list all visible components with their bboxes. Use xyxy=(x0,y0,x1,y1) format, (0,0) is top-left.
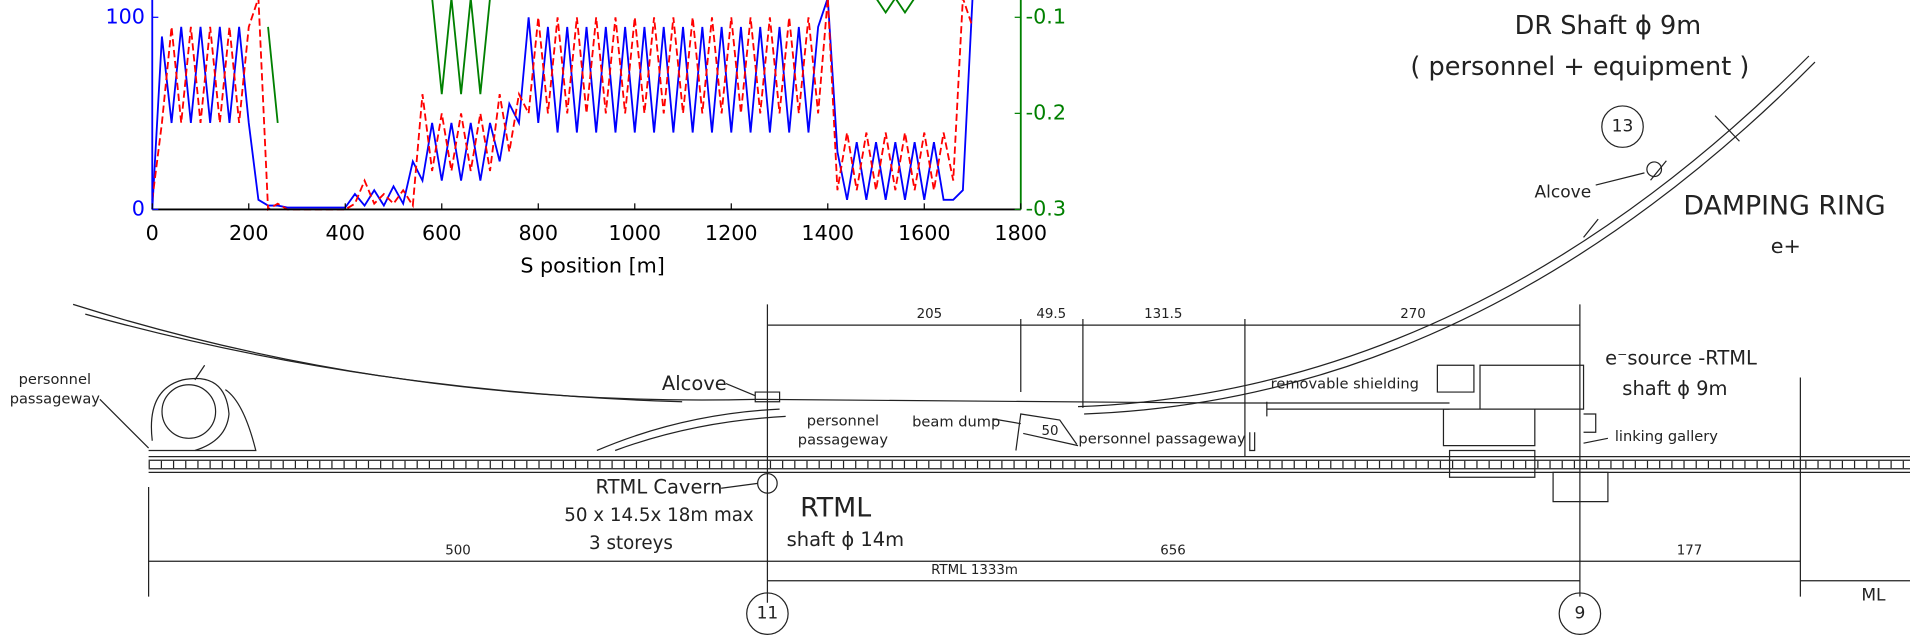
y2-tick-label: -0.1 xyxy=(1026,4,1066,28)
drawing-label: personnel passageway xyxy=(1078,431,1246,448)
drawing-label: shaft ϕ 14m xyxy=(787,528,905,551)
drawing-label: shaft ϕ 9m xyxy=(1622,377,1727,400)
drawing-label: 13 xyxy=(1612,117,1634,137)
drawing-label: 500 xyxy=(445,543,471,558)
drawing-label: Alcove xyxy=(1534,182,1591,202)
drawing-label: passageway xyxy=(798,432,889,449)
series-line xyxy=(267,0,915,124)
y2-tick-label: -0.3 xyxy=(1026,196,1066,220)
x-tick-label: 1600 xyxy=(898,221,951,245)
drawing-label: removable shielding xyxy=(1271,376,1419,393)
drawing-label: 131.5 xyxy=(1144,307,1182,322)
drawing-label: 205 xyxy=(917,307,943,322)
series-line xyxy=(151,0,974,210)
y2-tick-label: -0.2 xyxy=(1026,100,1066,124)
drawing-label: 50 xyxy=(1041,424,1058,439)
x-tick-label: 1800 xyxy=(994,221,1047,245)
x-tick-label: 1200 xyxy=(705,221,758,245)
drawing-label: personnel xyxy=(19,371,91,388)
x-axis-label: S position [m] xyxy=(520,254,665,278)
drawing-label: passageway xyxy=(10,390,101,407)
x-tick-label: 0 xyxy=(146,221,159,245)
x-tick-label: 1400 xyxy=(801,221,854,245)
x-tick-label: 400 xyxy=(326,221,366,245)
x-tick-label: 800 xyxy=(519,221,559,245)
drawing-label: 11 xyxy=(757,604,779,624)
drawing-label: DAMPING RING xyxy=(1683,190,1885,221)
drawing-label: 656 xyxy=(1160,543,1186,558)
drawing-label: RTML xyxy=(800,492,871,523)
drawing-label: beam dump xyxy=(912,413,1000,430)
drawing-label: 3 storeys xyxy=(589,533,673,554)
x-tick-label: 600 xyxy=(422,221,462,245)
drawing-label: 177 xyxy=(1677,543,1703,558)
drawing-label: e⁻source -RTML xyxy=(1605,347,1757,370)
drawing-label: RTML Cavern xyxy=(596,476,723,499)
drawing-label: RTML 1333m xyxy=(931,563,1018,578)
drawing-label: DR Shaft ϕ 9m xyxy=(1515,11,1702,41)
x-tick-label: 200 xyxy=(229,221,269,245)
drawing-label: ( personnel + equipment ) xyxy=(1410,52,1749,82)
x-tick-label: 1000 xyxy=(608,221,661,245)
drawing-label: 50 x 14.5x 18m max xyxy=(564,505,754,526)
drawing-label: 49.5 xyxy=(1036,307,1066,322)
drawing-label: e+ xyxy=(1771,234,1801,258)
drawing-label: 9 xyxy=(1574,604,1585,624)
drawing-label: ML xyxy=(1861,585,1886,605)
drawing-lines xyxy=(72,55,1910,635)
drawing-label: personnel xyxy=(807,412,879,429)
drawing-label: 270 xyxy=(1400,307,1426,322)
y-tick-label: 100 xyxy=(105,4,145,28)
drawing-label: Alcove xyxy=(662,372,727,395)
drawing-label: linking gallery xyxy=(1615,428,1718,445)
y-tick-label: 0 xyxy=(132,196,145,220)
